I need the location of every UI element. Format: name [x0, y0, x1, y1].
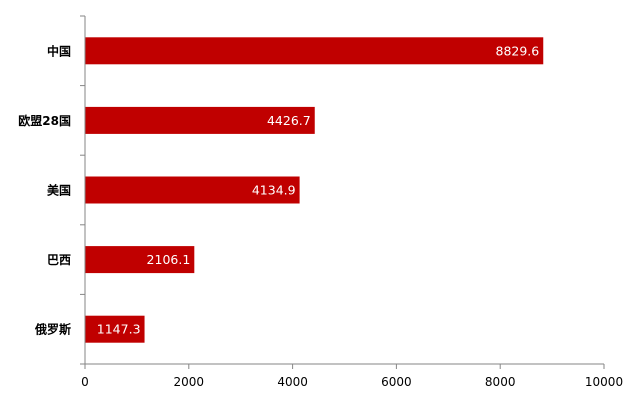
bar-2: [85, 176, 300, 204]
x-tick-label-1: 2000: [174, 375, 205, 389]
bar-0: [85, 37, 544, 65]
data-labels-group: 8829.6 4426.7 4134.9 2106.1 1147.3: [97, 43, 539, 336]
x-tick-label-4: 8000: [485, 375, 516, 389]
data-label-0: 8829.6: [496, 43, 540, 58]
tick-labels-group: 0 2000 4000 6000 8000 10000: [81, 375, 623, 389]
x-tick-label-3: 6000: [381, 375, 412, 389]
bar-1: [85, 106, 315, 134]
data-label-4: 1147.3: [97, 322, 141, 337]
x-tick-label-0: 0: [81, 375, 89, 389]
x-tick-label-2: 4000: [277, 375, 308, 389]
category-label-4: 俄罗斯: [34, 322, 71, 337]
data-label-1: 4426.7: [267, 113, 311, 128]
category-label-3: 巴西: [47, 253, 71, 267]
data-label-3: 2106.1: [147, 252, 191, 267]
bar-4: [85, 315, 145, 343]
category-label-2: 美国: [47, 183, 71, 198]
category-label-0: 中国: [47, 43, 71, 58]
axes-group: [80, 15, 605, 369]
x-tick-label-5: 10000: [585, 375, 623, 389]
data-label-2: 4134.9: [252, 183, 296, 198]
bars-group: [85, 37, 544, 343]
category-label-1: 欧盟28国: [18, 113, 71, 128]
bar-3: [85, 246, 195, 274]
